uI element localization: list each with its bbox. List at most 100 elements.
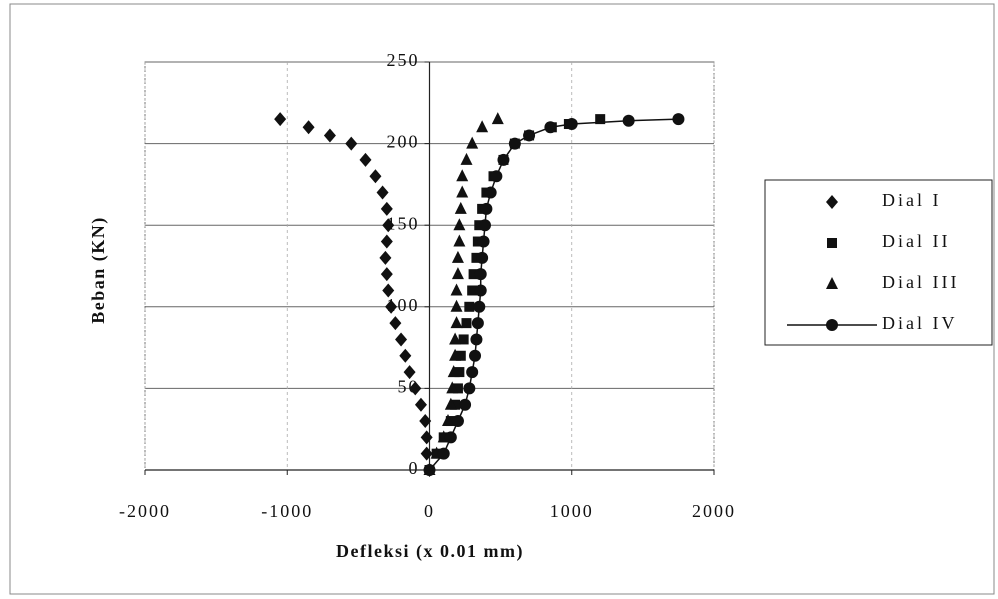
data-point bbox=[444, 397, 457, 410]
data-point bbox=[423, 464, 436, 476]
data-point bbox=[380, 267, 393, 282]
data-point bbox=[345, 136, 358, 151]
data-point bbox=[451, 267, 464, 280]
data-point bbox=[323, 128, 336, 143]
data-point bbox=[450, 316, 463, 329]
data-point bbox=[464, 301, 475, 312]
data-point bbox=[454, 201, 467, 214]
legend-marker bbox=[827, 238, 837, 248]
data-point bbox=[469, 349, 482, 362]
data-point bbox=[476, 251, 489, 264]
data-point bbox=[446, 381, 459, 394]
data-point bbox=[458, 334, 469, 345]
chart-frame bbox=[9, 3, 995, 595]
data-point bbox=[382, 283, 395, 298]
data-point bbox=[478, 219, 491, 232]
data-point bbox=[452, 383, 463, 394]
data-point bbox=[385, 299, 398, 314]
data-point bbox=[544, 121, 557, 134]
data-point bbox=[460, 152, 473, 165]
data-point bbox=[454, 367, 465, 378]
data-point bbox=[382, 218, 395, 233]
legend-label: Dial IV bbox=[882, 313, 957, 333]
data-point bbox=[471, 317, 484, 330]
data-point bbox=[497, 153, 510, 166]
legend-label: Dial III bbox=[882, 272, 959, 292]
data-point bbox=[491, 112, 504, 125]
y-tick-label: 200 bbox=[387, 132, 420, 152]
data-point bbox=[455, 350, 466, 361]
data-point bbox=[453, 218, 466, 231]
legend-marker bbox=[826, 277, 838, 289]
data-point bbox=[466, 366, 479, 379]
legend-label: Dial II bbox=[882, 231, 950, 251]
data-point bbox=[395, 332, 408, 347]
data-point bbox=[359, 152, 372, 167]
legend-box bbox=[764, 179, 993, 346]
data-point bbox=[450, 299, 463, 312]
y-tick-label: 150 bbox=[387, 213, 420, 233]
data-point bbox=[622, 114, 635, 127]
data-point bbox=[595, 114, 606, 125]
data-point bbox=[474, 284, 487, 297]
data-point bbox=[466, 136, 479, 149]
data-point bbox=[369, 169, 382, 184]
x-tick-label: -1000 bbox=[261, 501, 313, 521]
data-point bbox=[456, 185, 469, 198]
data-point bbox=[451, 415, 464, 428]
data-point bbox=[403, 365, 416, 380]
data-point bbox=[450, 283, 463, 296]
x-tick-label: 1000 bbox=[550, 501, 594, 521]
data-point bbox=[379, 250, 392, 265]
y-tick-label: 0 bbox=[409, 458, 420, 478]
data-point bbox=[444, 431, 457, 444]
series-line bbox=[428, 118, 679, 471]
data-point bbox=[474, 268, 487, 281]
data-point bbox=[376, 185, 389, 200]
data-point bbox=[449, 348, 462, 361]
data-point bbox=[477, 235, 490, 248]
data-point bbox=[476, 120, 489, 133]
data-point bbox=[490, 170, 503, 183]
data-point bbox=[473, 300, 486, 313]
data-point bbox=[449, 332, 462, 345]
data-point bbox=[437, 447, 450, 460]
data-point bbox=[508, 137, 521, 150]
data-point bbox=[461, 318, 472, 329]
data-point bbox=[463, 382, 476, 395]
data-point bbox=[419, 414, 432, 429]
data-point bbox=[470, 333, 483, 346]
data-point bbox=[274, 112, 287, 127]
data-point bbox=[380, 201, 393, 216]
data-point bbox=[450, 399, 461, 410]
data-point bbox=[447, 365, 460, 378]
data-point bbox=[565, 118, 578, 131]
data-point bbox=[409, 381, 422, 396]
data-point bbox=[451, 250, 464, 263]
x-tick-label: -2000 bbox=[119, 501, 171, 521]
data-point bbox=[453, 234, 466, 247]
legend-marker bbox=[826, 195, 838, 209]
data-point bbox=[420, 430, 433, 445]
data-point bbox=[456, 169, 469, 182]
data-point bbox=[441, 414, 454, 427]
data-point bbox=[399, 348, 412, 363]
y-tick-label: 250 bbox=[387, 50, 420, 70]
data-point bbox=[389, 316, 402, 331]
y-axis-title: Beban (KN) bbox=[88, 216, 109, 324]
data-point bbox=[484, 186, 497, 199]
data-point bbox=[302, 120, 315, 135]
x-tick-label: 2000 bbox=[692, 501, 736, 521]
data-point bbox=[523, 129, 536, 142]
x-axis-title: Defleksi (x 0.01 mm) bbox=[336, 541, 524, 562]
data-point bbox=[414, 397, 427, 412]
data-point bbox=[380, 234, 393, 249]
data-point bbox=[480, 202, 493, 215]
data-point bbox=[672, 113, 685, 126]
data-point bbox=[420, 446, 433, 461]
data-point bbox=[459, 398, 472, 411]
x-tick-label: 0 bbox=[424, 501, 435, 521]
legend-marker bbox=[826, 319, 838, 331]
data-point bbox=[468, 269, 479, 280]
